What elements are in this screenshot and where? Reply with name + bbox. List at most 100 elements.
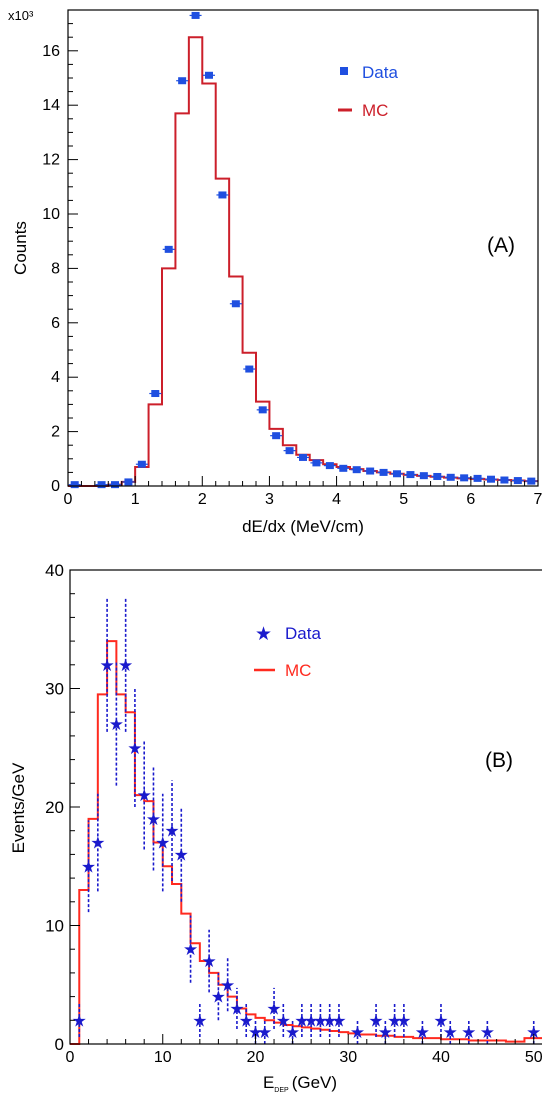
- panel-b-data-point: ★: [387, 1011, 402, 1030]
- panel-b-data-point: ★: [322, 1011, 337, 1030]
- panel-b-data-point: ★: [304, 1011, 319, 1030]
- panel-b-data-point: ★: [415, 1023, 430, 1042]
- panel-a-x-tick-label: 1: [131, 491, 140, 508]
- panel-b-data-point: ★: [192, 1011, 207, 1030]
- panel-a-data-point: [97, 481, 106, 489]
- panel-a-y-tick-label: 6: [51, 315, 60, 332]
- panel-b-x-tick-label: 20: [247, 1049, 265, 1066]
- panel-b-data-point: ★: [396, 1011, 411, 1030]
- panel-b-ticks: 0 10 20 30 40 50 0 10 20 30 40: [45, 561, 542, 1066]
- panel-a-x-tick-label: 0: [64, 491, 73, 508]
- panel-a-x-tick-label: 5: [399, 491, 408, 508]
- panel-a-legend-data-label: Data: [362, 63, 398, 82]
- panel-a-mc-step-line: [68, 36, 538, 487]
- panel-a-legend: Data MC: [338, 63, 398, 120]
- panel-b-data-point: ★: [183, 940, 198, 959]
- panel-b-data-point: ★: [313, 1011, 328, 1030]
- panel-b-data-point: ★: [155, 834, 170, 853]
- panel-b-data-point: ★: [118, 656, 133, 675]
- panel-b-data-point: ★: [220, 976, 235, 995]
- panel-a-data-point: [339, 464, 348, 472]
- panel-b-legend-mc-label: MC: [285, 661, 311, 680]
- panel-a-data-point: [191, 11, 200, 19]
- panel-a-data-point: [205, 71, 213, 79]
- panel-b-y-tick-label: 20: [45, 798, 64, 817]
- panel-a-data-point: [258, 406, 267, 414]
- panel-a-x-tick-label: 3: [265, 491, 274, 508]
- panel-a-y-multiplier: x10³: [8, 8, 34, 23]
- panel-a-marks: [68, 11, 538, 489]
- panel-b-data-point: ★: [378, 1023, 393, 1042]
- panel-a-x-tick-label: 6: [466, 491, 475, 508]
- panel-b-x-tick-label: 40: [432, 1049, 450, 1066]
- panel-a-data-point: [527, 477, 536, 485]
- panel-b-mc-step-line: [70, 640, 542, 1045]
- panel-a-data-point: [460, 474, 469, 482]
- panel-a-data-point: [513, 477, 522, 485]
- panel-b-x-axis-label-main: E: [263, 1073, 274, 1092]
- panel-a-data-point: [366, 467, 375, 475]
- panel-a-data-point: [325, 462, 334, 470]
- panel-b-data-point: ★: [368, 1011, 383, 1030]
- panel-b-marks: ★★★★★★★★★★★★★★★★★★★★★★★★★★★★★★★★★★★★★ ★ ★ ★: [70, 597, 542, 1045]
- panel-a-data-point: [245, 365, 254, 373]
- panel-b-data-point: ★: [433, 1011, 448, 1030]
- panel-b-data-point: ★: [90, 834, 105, 853]
- panel-a-data-point: [218, 191, 227, 199]
- panel-a-data-point: [393, 470, 401, 478]
- panel-b-data-point: ★: [229, 999, 244, 1018]
- panel-a-data-point: [111, 481, 119, 489]
- panel-b-data-point: ★: [480, 1023, 495, 1042]
- panel-a-x-tick-label: 7: [534, 491, 542, 508]
- panel-a-data-point: [433, 472, 442, 480]
- panel-b-y-tick-label: 40: [45, 561, 64, 580]
- panel-b-x-tick-label: 30: [339, 1049, 357, 1066]
- panel-b-data-point: ★: [99, 656, 114, 675]
- panel-b-y-tick-label: 0: [55, 1035, 64, 1054]
- panel-a-data-point: [272, 432, 281, 440]
- panel-b-data-point: ★: [72, 1011, 87, 1030]
- panel-a-y-tick-label: 16: [42, 43, 60, 60]
- panel-a-y-tick-label: 4: [51, 369, 60, 386]
- panel-b-data-point: ★: [239, 1011, 254, 1030]
- panel-b-data-point: ★: [109, 715, 124, 734]
- panel-b-data-point: ★: [81, 857, 96, 876]
- panel-b-legend-data-label: Data: [285, 624, 321, 643]
- panel-b-data-point: ★: [164, 822, 179, 841]
- panel-b-y-axis-label: Events/GeV: [9, 762, 28, 853]
- panel-b-data-point: ★: [174, 845, 189, 864]
- panel-b-y-tick-label: 10: [45, 917, 64, 936]
- panel-a-data-point: [352, 466, 361, 474]
- panel-b-data-point: ★: [137, 786, 152, 805]
- panel-a-legend-mc-label: MC: [362, 101, 388, 120]
- panel-b-y-tick-label: 30: [45, 680, 64, 699]
- panel-b-data-point: ★: [461, 1023, 476, 1042]
- panel-a-data-point: [124, 478, 133, 486]
- panel-a-y-tick-label: 12: [42, 152, 60, 169]
- panel-a-y-tick-label: 0: [51, 478, 60, 495]
- panel-b-data-point: ★: [127, 739, 142, 758]
- panel-a-data-point: [379, 468, 388, 476]
- panel-b-data-point: ★: [350, 1023, 365, 1042]
- panel-b-data-point: ★: [146, 810, 161, 829]
- panel-a-y-tick-label: 8: [51, 260, 60, 277]
- panel-b-x-axis-label-unit: (GeV): [292, 1073, 337, 1092]
- panel-b-legend: ★ Data MC: [254, 624, 321, 680]
- panel-b-data-point: ★: [257, 1023, 272, 1042]
- panel-a-frame: [67, 9, 539, 487]
- panel-b-x-axis-label: EDEP (GeV): [263, 1073, 337, 1094]
- panel-a-y-axis-label: Counts: [11, 221, 30, 275]
- panel-a-label: (A): [487, 234, 515, 257]
- panel-a-data-point: [487, 475, 495, 483]
- panel-a-x-axis-label: dE/dx (MeV/cm): [242, 517, 364, 536]
- panel-a-data-point: [419, 472, 428, 480]
- panel-b-x-tick-label: 10: [154, 1049, 172, 1066]
- panel-a-data-point: [151, 390, 160, 398]
- panel-a-x-tick-label: 4: [332, 491, 341, 508]
- panel-a-data-point: [473, 474, 482, 482]
- panel-b-data-point: ★: [248, 1023, 263, 1042]
- panel-b-data-point: ★: [294, 1011, 309, 1030]
- panel-a-data-point: [70, 481, 79, 489]
